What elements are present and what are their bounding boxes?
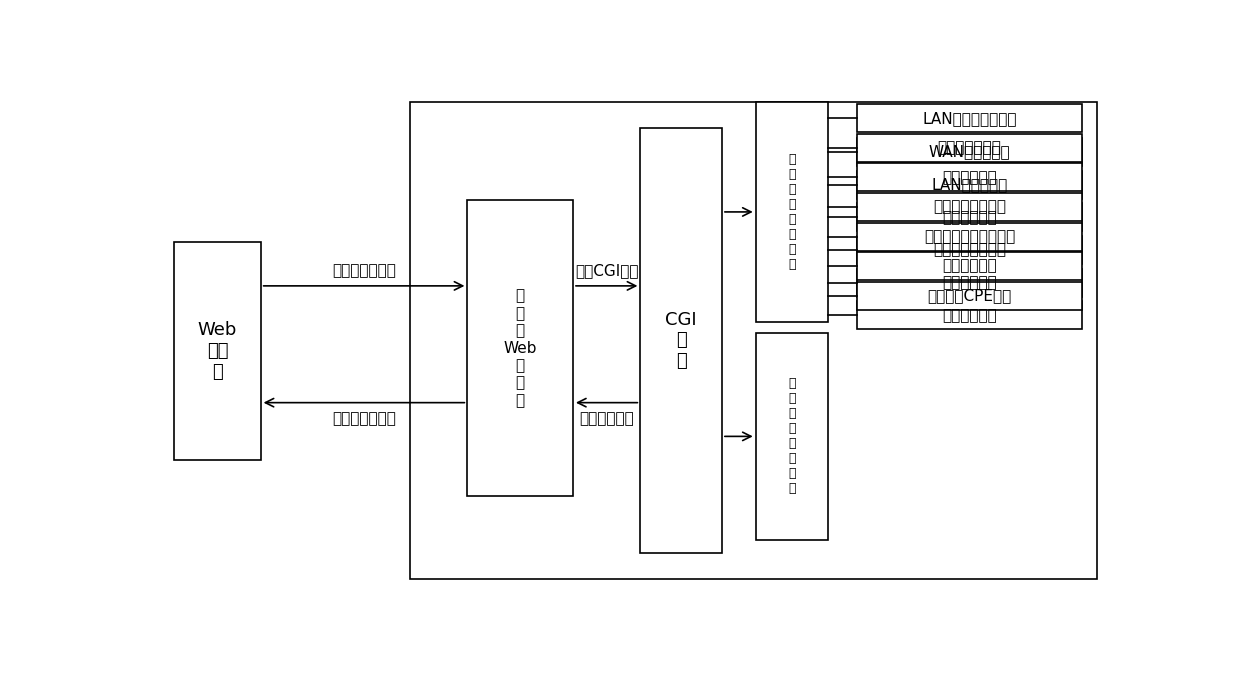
- Text: 安全隧道参数查询: 安全隧道参数查询: [932, 243, 1006, 257]
- Text: 系统信息查询: 系统信息查询: [942, 275, 997, 290]
- FancyBboxPatch shape: [857, 301, 1083, 330]
- Text: 系统日志下载: 系统日志下载: [942, 308, 997, 323]
- Text: LAN口状态查询: LAN口状态查询: [931, 177, 1008, 192]
- FancyBboxPatch shape: [857, 222, 1083, 251]
- FancyBboxPatch shape: [857, 269, 1083, 297]
- Text: 返回处理结果: 返回处理结果: [579, 410, 634, 426]
- Text: 服务器响应结果: 服务器响应结果: [332, 410, 396, 426]
- Text: 远程重启CPE终端: 远程重启CPE终端: [928, 288, 1012, 303]
- Text: 客户端发出请求: 客户端发出请求: [332, 263, 396, 278]
- Text: LAN口地址参数配置: LAN口地址参数配置: [923, 111, 1017, 126]
- FancyBboxPatch shape: [409, 102, 1096, 579]
- Text: WAN口状态查询: WAN口状态查询: [929, 144, 1011, 160]
- FancyBboxPatch shape: [857, 138, 1083, 166]
- Text: CGI
程
序: CGI 程 序: [666, 311, 697, 370]
- FancyBboxPatch shape: [857, 204, 1083, 231]
- Text: 执行CGI程序: 执行CGI程序: [575, 263, 639, 278]
- FancyBboxPatch shape: [174, 242, 260, 460]
- FancyBboxPatch shape: [755, 102, 828, 322]
- Text: 数字证书上传: 数字证书上传: [942, 170, 997, 185]
- Text: 终
端
参
数
配
置
模
块: 终 端 参 数 配 置 模 块: [787, 153, 795, 271]
- FancyBboxPatch shape: [857, 193, 1083, 221]
- FancyBboxPatch shape: [857, 252, 1083, 280]
- FancyBboxPatch shape: [857, 236, 1083, 264]
- Text: 数字证书下载: 数字证书下载: [942, 210, 997, 225]
- FancyBboxPatch shape: [755, 332, 828, 540]
- FancyBboxPatch shape: [857, 171, 1083, 199]
- Text: 电力通信终端参数配置: 电力通信终端参数配置: [924, 229, 1016, 244]
- FancyBboxPatch shape: [857, 104, 1083, 132]
- Text: Web
浏览
器: Web 浏览 器: [197, 321, 237, 381]
- Text: 核心网检测配置: 核心网检测配置: [937, 140, 1002, 155]
- FancyBboxPatch shape: [857, 282, 1083, 310]
- FancyBboxPatch shape: [857, 134, 1083, 162]
- Text: 安全隧道参数配置: 安全隧道参数配置: [932, 200, 1006, 214]
- Text: 嵌
入
式
Web
服
务
器: 嵌 入 式 Web 服 务 器: [503, 288, 537, 408]
- FancyBboxPatch shape: [857, 163, 1083, 191]
- Text: 用户信息修改: 用户信息修改: [942, 259, 997, 274]
- Text: 终
端
信
息
查
询
模
块: 终 端 信 息 查 询 模 块: [787, 377, 795, 495]
- FancyBboxPatch shape: [640, 127, 722, 553]
- FancyBboxPatch shape: [467, 200, 573, 496]
